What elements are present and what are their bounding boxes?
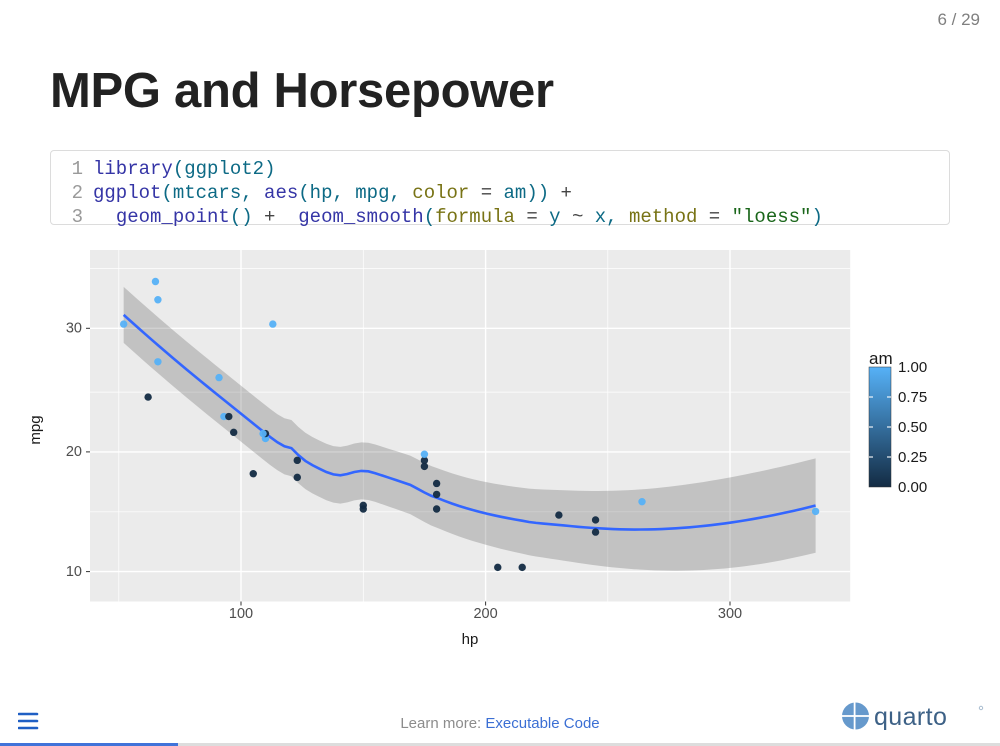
svg-text:300: 300 (718, 606, 742, 622)
svg-text:200: 200 (473, 606, 497, 622)
svg-text:0.00: 0.00 (898, 479, 927, 496)
svg-text:100: 100 (229, 606, 253, 622)
svg-text:am: am (869, 349, 893, 368)
svg-text:1.00: 1.00 (898, 359, 927, 376)
svg-text:hp: hp (462, 631, 479, 648)
svg-text:0.75: 0.75 (898, 389, 927, 406)
svg-text:10: 10 (66, 564, 82, 580)
svg-text:20: 20 (66, 444, 82, 460)
svg-text:mpg: mpg (27, 415, 44, 444)
svg-text:30: 30 (66, 321, 82, 337)
svg-text:0.50: 0.50 (898, 419, 927, 436)
svg-text:quarto: quarto (874, 703, 947, 731)
svg-text:0.25: 0.25 (898, 449, 927, 466)
